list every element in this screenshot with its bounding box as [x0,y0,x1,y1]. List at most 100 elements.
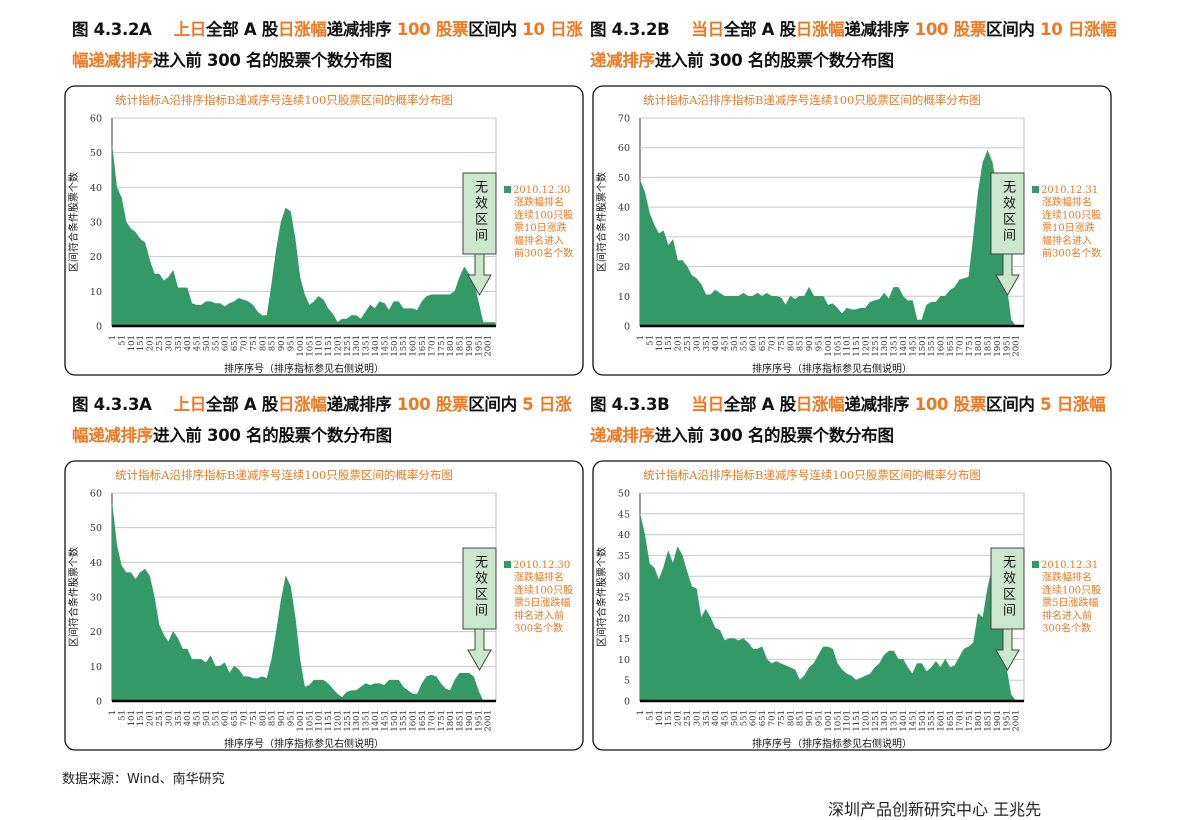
x-tick-label: 1551 [927,335,937,357]
x-tick-label: 1751 [965,710,975,732]
x-tick-label: 2001 [1012,335,1022,357]
x-tick-label: 1451 [908,710,918,732]
x-tick-label: 1401 [899,710,909,732]
heading-highlight: 5 日涨幅递减排序 [590,395,1106,445]
x-tick-label: 1751 [965,335,975,357]
x-tick-label: 51 [117,335,127,346]
legend-label: 连续100只股 [1042,208,1101,221]
x-tick-label: 1901 [993,710,1003,732]
x-tick-label: 1951 [1002,335,1012,357]
x-tick-label: 851 [268,335,278,351]
x-tick-label: 701 [240,710,250,726]
chart-panel-4-3-2a: 统计指标A沿排序指标B递减序号连续100只股票区间的概率分布图 0 10 20 30 40… [64,85,584,377]
x-tick-label: 1001 [824,710,834,732]
x-tick-label: 1201 [861,335,871,357]
heading-text: 递减排序 [844,395,915,414]
x-tick-label: 1901 [465,335,475,357]
x-tick-label: 1001 [296,335,306,357]
x-tick-label: 1751 [437,710,447,732]
x-tick-label: 1601 [937,335,947,357]
x-tick-label: 51 [645,710,655,721]
x-tick-label: 601 [221,335,231,351]
callout-box [462,547,497,630]
x-tick-label: 1151 [324,335,334,357]
arrow-down-icon [467,628,492,672]
x-tick-label: 901 [277,710,287,726]
y-tick-label: 30 [618,572,630,583]
x-tick-label: 1601 [409,710,419,732]
x-tick-label: 451 [721,335,731,351]
x-tick-label: 951 [815,710,825,726]
x-tick-label: 1201 [333,335,343,357]
heading-highlight: 100 股票 [914,395,987,414]
x-tick-label: 1 [636,335,646,340]
series-area [639,150,1016,327]
x-tick-label: 401 [711,710,721,726]
chart-frame [64,85,584,376]
legend-label: 连续100只股 [1042,583,1101,596]
x-tick-label: 551 [739,710,749,726]
heading-highlight: 10 日涨幅递减排序 [590,20,1117,70]
callout-text: 无效区间 [1000,180,1016,244]
invalid-zone-callout: 无效区间 [462,172,497,297]
y-tick-label: 10 [90,662,102,673]
x-tick-label: 401 [711,335,721,351]
heading-highlight: 日涨幅 [795,395,845,414]
y-tick-label: 15 [618,634,630,645]
arrow-down-icon [995,253,1020,297]
x-tick-label: 1201 [333,710,343,732]
x-tick-label: 1101 [315,335,325,357]
invalid-zone-callout: 无效区间 [990,172,1025,297]
legend-label: 连续100只股 [514,583,573,596]
x-tick-label: 801 [786,335,796,351]
x-tick-label: 151 [664,335,674,351]
x-tick-label: 1301 [352,335,362,357]
y-tick-label: 0 [96,697,102,708]
x-tick-label: 1601 [409,335,419,357]
x-tick-label: 1051 [305,710,315,732]
x-tick-label: 901 [805,335,815,351]
x-tick-label: 201 [146,335,156,351]
legend-label: 票5日涨跌幅 [1042,596,1098,609]
heading-highlight: 上日 [173,20,207,39]
x-tick-label: 1251 [343,710,353,732]
x-tick-label: 1051 [305,335,315,357]
x-tick-label: 701 [240,335,250,351]
x-tick-label: 251 [155,335,165,351]
x-tick-label: 1 [108,335,118,340]
x-tick-label: 1851 [456,335,466,357]
chart-panel-4-3-3a: 统计指标A沿排序指标B递减序号连续100只股票区间的概率分布图 0 10 20 30 40… [64,460,584,752]
x-tick-label: 1851 [456,710,466,732]
x-tick-label: 401 [183,335,193,351]
x-tick-label: 1951 [474,335,484,357]
x-tick-label: 101 [127,335,137,351]
x-tick-label: 1001 [824,335,834,357]
chart-panel-4-3-2b: 统计指标A沿排序指标B递减序号连续100只股票区间的概率分布图 0 10 20 30 40… [592,85,1112,377]
x-tick-label: 501 [730,710,740,726]
legend-label: 前300名个数 [1042,247,1101,260]
heading-text: 递减排序 [326,20,397,39]
x-tick-label: 1501 [390,710,400,732]
x-tick-label: 601 [749,335,759,351]
x-tick-label: 201 [674,335,684,351]
x-axis-title: 排序序号（排序指标参见右侧说明） [224,737,384,750]
x-tick-label: 1351 [362,710,372,732]
legend-label: 2010.12.31 [1041,560,1098,571]
x-tick-label: 651 [230,710,240,726]
x-tick-label: 1551 [399,335,409,357]
y-tick-label: 0 [624,697,630,708]
x-tick-label: 1951 [1002,710,1012,732]
figure-heading-4-3-2a: 图 4.3.2A 上日全部 A 股日涨幅递减排序 100 股票区间内 10 日涨幅… [72,14,584,76]
legend-swatch [1032,186,1039,193]
x-tick-label: 601 [221,710,231,726]
x-tick-label: 651 [230,335,240,351]
x-tick-label: 951 [287,335,297,351]
x-tick-label: 1401 [371,710,381,732]
figure-heading-4-3-2b: 图 4.3.2B 当日全部 A 股日涨幅递减排序 100 股票区间内 10 日涨幅… [590,14,1120,76]
legend-label: 2010.12.30 [513,185,570,196]
x-tick-label: 1001 [296,710,306,732]
y-tick-label: 30 [90,593,102,604]
x-tick-label: 601 [749,710,759,726]
y-tick-label: 20 [90,252,102,263]
x-tick-label: 251 [683,335,693,351]
